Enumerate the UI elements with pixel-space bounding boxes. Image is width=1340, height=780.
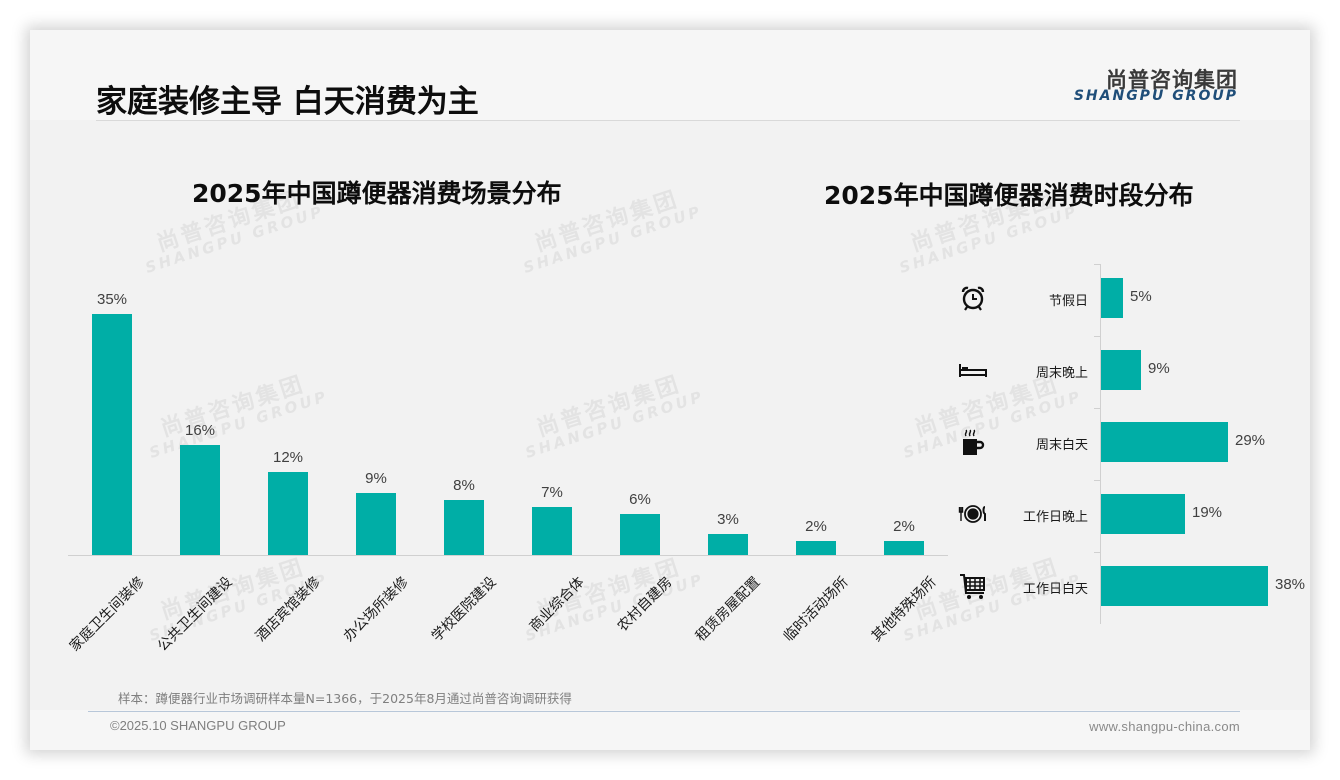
bar-value-label: 29% — [1235, 432, 1266, 449]
axis-tick — [1094, 552, 1100, 553]
bar-value-label: 16% — [184, 422, 216, 439]
content-panel — [30, 120, 1310, 710]
category-label: 节假日 — [1048, 294, 1088, 309]
bar-group: 8% — [420, 285, 508, 555]
page-title: 家庭装修主导 白天消费为主 — [96, 84, 479, 120]
bar-value-label: 6% — [629, 491, 651, 508]
bar-group: 12% — [244, 285, 332, 555]
bar-row: 19% 工作日晚上 — [958, 480, 1300, 552]
bar — [1101, 278, 1123, 318]
bar-group: 3% — [684, 285, 772, 555]
coffee-cup-icon — [958, 427, 988, 457]
bar-group: 2% — [860, 285, 948, 555]
bar — [796, 541, 836, 555]
axis-tick — [1094, 336, 1100, 337]
bar — [1101, 494, 1185, 534]
bar-group: 6% — [596, 285, 684, 555]
bar-value-label: 38% — [1275, 576, 1306, 593]
bar-row: 5% 节假日 — [961, 264, 1300, 336]
bar-value-label: 2% — [805, 518, 827, 535]
axis-tick — [1094, 408, 1100, 409]
bar-group: 35% — [68, 285, 156, 555]
bar — [1101, 350, 1141, 390]
category-label: 周末晚上 — [1035, 366, 1088, 381]
logo-english: SHANGPU GROUP — [1073, 88, 1238, 104]
axis-tick — [1094, 480, 1100, 481]
bar-group: 9% — [332, 285, 420, 555]
timeslot-bar-chart: 5% 节假日 9% 周末晚上 29% 周末白天 19% 工作日晚上 38% 工作日白天 — [958, 264, 1305, 624]
bar-group: 16% — [156, 285, 244, 555]
bar — [180, 445, 220, 555]
bar — [444, 500, 484, 555]
bar-value-label: 9% — [1148, 360, 1170, 377]
bar-group: 7% — [508, 285, 596, 555]
bed-icon — [958, 355, 988, 385]
bar — [620, 514, 660, 555]
bar — [884, 541, 924, 555]
bar-value-label: 5% — [1130, 288, 1152, 305]
bar-value-label: 3% — [717, 511, 739, 528]
sample-note: 样本：蹲便器行业市场调研样本量N=1366，于2025年8月通过尚普咨询调研获得 — [118, 691, 572, 706]
bar-row: 38% 工作日白天 — [960, 552, 1305, 624]
scenario-bar-chart: 35% 16% 12% 9% 8% 7% 6% 3% 2% 2% — [68, 280, 948, 556]
timeslot-chart-title: 2025年中国蹲便器消费时段分布 — [824, 181, 1194, 210]
category-label: 工作日白天 — [1022, 582, 1088, 597]
x-axis-line — [68, 555, 948, 556]
website-link[interactable]: www.shangpu-china.com — [1089, 719, 1240, 734]
bar-value-label: 8% — [453, 477, 475, 494]
bar-row: 9% 周末晚上 — [959, 336, 1300, 408]
bar — [1101, 566, 1268, 606]
scenario-chart-title: 2025年中国蹲便器消费场景分布 — [192, 179, 562, 208]
logo-chinese: 尚普咨询集团 — [1106, 68, 1238, 92]
dining-plate-icon — [958, 499, 988, 529]
category-label: 周末白天 — [1035, 438, 1088, 453]
y-axis-line — [1100, 264, 1101, 624]
bar — [532, 507, 572, 555]
footer-divider — [88, 711, 1240, 712]
copyright: ©2025.10 SHANGPU GROUP — [110, 718, 286, 733]
bar — [268, 472, 308, 555]
bar-row: 29% 周末白天 — [963, 408, 1300, 480]
bar-value-label: 7% — [541, 484, 563, 501]
axis-tick — [1094, 264, 1100, 265]
bar-value-label: 2% — [893, 518, 915, 535]
bar-value-label: 12% — [272, 449, 304, 466]
bar — [708, 534, 748, 555]
bar-value-label: 35% — [96, 291, 128, 308]
alarm-clock-icon — [958, 283, 988, 313]
category-label: 工作日晚上 — [1022, 510, 1088, 525]
header-divider — [96, 120, 1240, 121]
bar-value-label: 9% — [365, 470, 387, 487]
bar-value-label: 19% — [1192, 504, 1223, 521]
bar-group: 2% — [772, 285, 860, 555]
slide: 家庭装修主导 白天消费为主 尚普咨询集团 SHANGPU GROUP 尚普咨询集… — [30, 30, 1310, 750]
bar — [1101, 422, 1228, 462]
bar — [356, 493, 396, 555]
shopping-cart-icon — [958, 571, 988, 601]
bar — [92, 314, 132, 555]
